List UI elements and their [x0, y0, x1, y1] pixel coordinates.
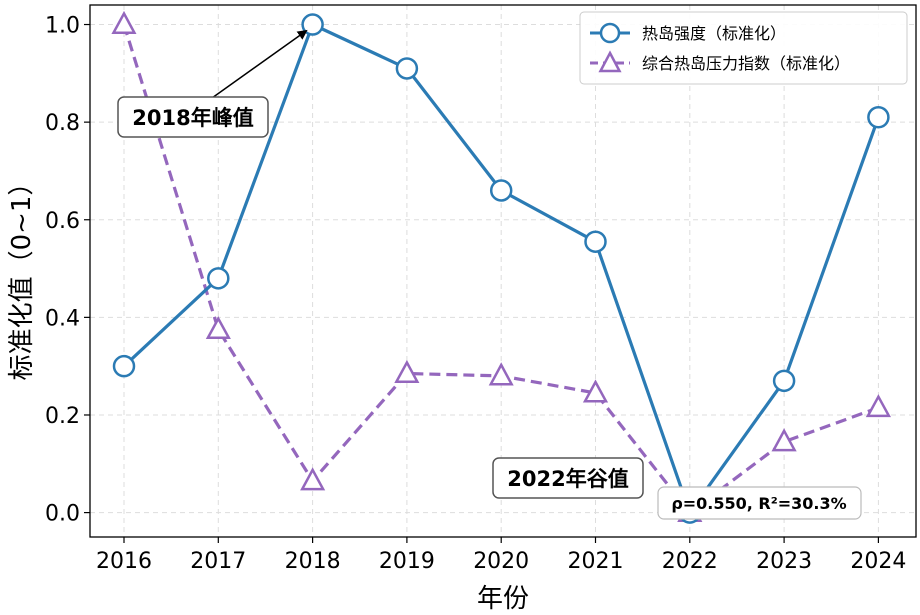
data-point-heat-intensity-2020 [489, 179, 513, 202]
valley-annotation-box [492, 457, 644, 499]
x-tick-label: 2022 [662, 549, 718, 574]
peak-arrow [211, 29, 308, 99]
legend-box [579, 11, 908, 85]
x-tick-label: 2018 [285, 549, 341, 574]
x-axis-ticks: 2016 2017 2018 2019 2020 2021 2022 2023 2024 [96, 537, 906, 574]
y-tick-label: 0.0 [45, 502, 80, 527]
valley-annotation-text: 2022年谷值 [507, 467, 628, 491]
data-point-pressure-index-2018 [300, 467, 326, 491]
stats-box [657, 486, 862, 520]
x-tick-label: 2023 [756, 549, 812, 574]
y-axis-ticks: 0.0 0.2 0.4 0.6 0.8 1.0 [45, 14, 90, 527]
y-tick-label: 1.0 [45, 14, 80, 39]
data-point-heat-intensity-2023 [772, 369, 796, 393]
x-tick-label: 2019 [379, 549, 435, 574]
data-point-pressure-index-2016 [111, 10, 137, 35]
stats-text: ρ=0.550, R²=30.3% [671, 494, 846, 513]
data-point-heat-intensity-2016 [112, 354, 136, 378]
y-tick-label: 0.2 [45, 404, 80, 429]
data-point-heat-intensity-2021 [584, 230, 607, 253]
data-point-pressure-index-2020 [488, 362, 514, 386]
peak-annotation-text: 2018年峰值 [132, 106, 253, 130]
peak-annotation-box [117, 96, 269, 138]
grid [90, 5, 916, 537]
series-layer [111, 10, 892, 524]
legend: 热岛强度（标准化） 综合热岛压力指数（标准化） [579, 11, 908, 85]
plot-frame [89, 4, 917, 538]
legend-marker-triangle [598, 50, 622, 73]
legend-label-heat-intensity: 热岛强度（标准化） [642, 24, 786, 43]
y-axis-label: 标准化值（0~1） [7, 170, 37, 381]
data-point-pressure-index-2021 [582, 379, 609, 403]
x-tick-label: 2024 [850, 549, 906, 574]
x-tick-label: 2016 [96, 549, 152, 574]
data-point-pressure-index-2017 [205, 315, 231, 340]
y-tick-label: 0.8 [45, 111, 80, 136]
data-point-pressure-index-2023 [771, 428, 797, 452]
data-point-heat-intensity-2017 [207, 267, 230, 290]
y-tick-label: 0.4 [45, 306, 80, 331]
annotations: 2018年峰值 2022年谷值 ρ=0.550, R²=30.3% [117, 29, 862, 520]
data-point-heat-intensity-2024 [867, 106, 890, 129]
data-point-pressure-index-2019 [394, 359, 420, 383]
legend-marker-circle [599, 22, 621, 44]
x-axis-label: 年份 [477, 584, 529, 614]
x-tick-label: 2021 [568, 549, 624, 574]
x-tick-label: 2017 [190, 549, 246, 574]
data-point-heat-intensity-2018 [301, 13, 324, 36]
data-point-pressure-index-2024 [865, 394, 892, 418]
data-point-heat-intensity-2019 [395, 57, 419, 80]
legend-label-pressure-index: 综合热岛压力指数（标准化） [642, 54, 850, 73]
x-tick-label: 2020 [473, 549, 529, 574]
y-tick-label: 0.6 [45, 209, 80, 234]
